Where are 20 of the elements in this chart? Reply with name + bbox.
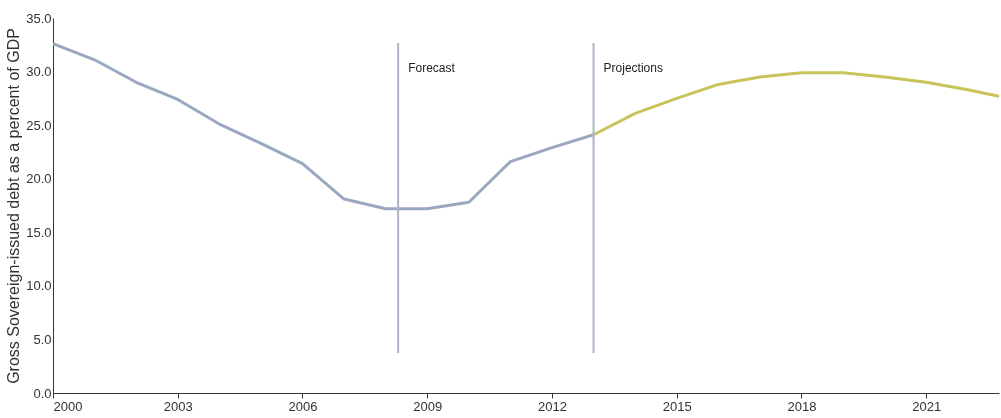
y-tick-label: 30.0 <box>26 64 52 80</box>
y-tick-label: 15.0 <box>26 224 52 240</box>
x-tick-label: 2003 <box>163 398 193 414</box>
x-tick-label: 2000 <box>53 398 83 414</box>
ref-line-label: Forecast <box>408 61 456 75</box>
x-tick-label: 2021 <box>912 398 942 414</box>
y-tick-label: 35.0 <box>26 10 52 26</box>
y-axis-title: Gross Sovereign-issued debt as a percent of GDP <box>5 28 23 384</box>
y-tick-label: 20.0 <box>26 171 52 187</box>
x-tick-label: 2009 <box>413 398 443 414</box>
x-tick-label: 2006 <box>288 398 318 414</box>
y-tick-label: 5.0 <box>33 331 52 347</box>
y-tick-label: 0.0 <box>33 385 52 401</box>
y-tick-label: 10.0 <box>26 278 52 294</box>
y-tick-label: 25.0 <box>26 117 52 133</box>
x-tick-label: 2012 <box>538 398 567 414</box>
x-tick-label: 2018 <box>787 398 817 414</box>
line-series <box>53 42 596 211</box>
x-tick-label: 2015 <box>662 398 692 414</box>
ref-line-label: Projections <box>603 61 663 75</box>
